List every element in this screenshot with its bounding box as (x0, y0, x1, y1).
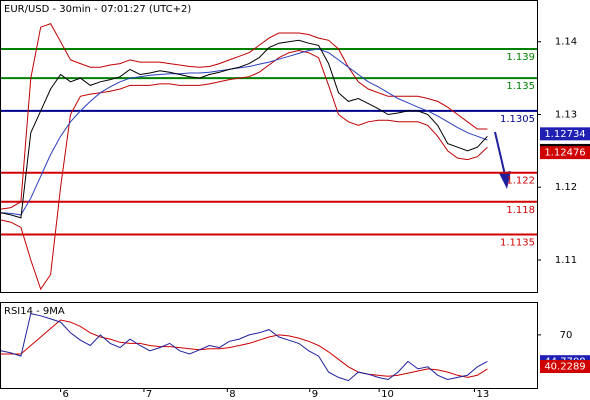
price-box (540, 127, 590, 141)
price-box-label: 40.2289 (544, 362, 585, 373)
price-box-label: 1.12476 (544, 148, 585, 159)
x-tick-label: 6 (63, 389, 69, 400)
x-tick-label: 7 (146, 389, 152, 400)
level-label: 1.122 (506, 176, 535, 187)
y-tick-label: 1.14 (555, 37, 577, 48)
series-line (1, 319, 488, 378)
x-tick-label: 8 (229, 389, 235, 400)
forecast-arrowhead (499, 171, 511, 189)
rsi-title: RSI14 - 9MA (4, 306, 65, 317)
series-line (0, 39, 488, 219)
forecast-arrow (494, 131, 506, 176)
y-tick-label: 1.12 (555, 182, 577, 193)
series-line (0, 313, 488, 382)
series-line (0, 22, 488, 210)
x-tick-label: 13 (476, 389, 489, 400)
price-box (540, 360, 590, 374)
price-panel (0, 0, 538, 293)
rsi-panel (0, 302, 538, 389)
y-tick-label: 70 (560, 330, 573, 341)
series-line (0, 48, 488, 216)
y-tick-label: 1.11 (555, 255, 577, 266)
x-tick-label: 10 (381, 389, 394, 400)
level-label: 1.118 (506, 205, 535, 216)
price-box-label: 1.12734 (544, 129, 585, 140)
price-box (540, 146, 590, 160)
series-line (0, 49, 488, 291)
level-label: 1.1135 (500, 238, 535, 249)
chart-title: EUR/USD - 30min - 07:01:27 (UTC+2) (4, 4, 191, 15)
y-tick-label: 1.13 (555, 109, 577, 120)
level-label: 1.1305 (500, 114, 535, 125)
level-label: 1.135 (506, 81, 535, 92)
x-tick-label: 9 (312, 389, 318, 400)
level-label: 1.139 (506, 52, 535, 63)
